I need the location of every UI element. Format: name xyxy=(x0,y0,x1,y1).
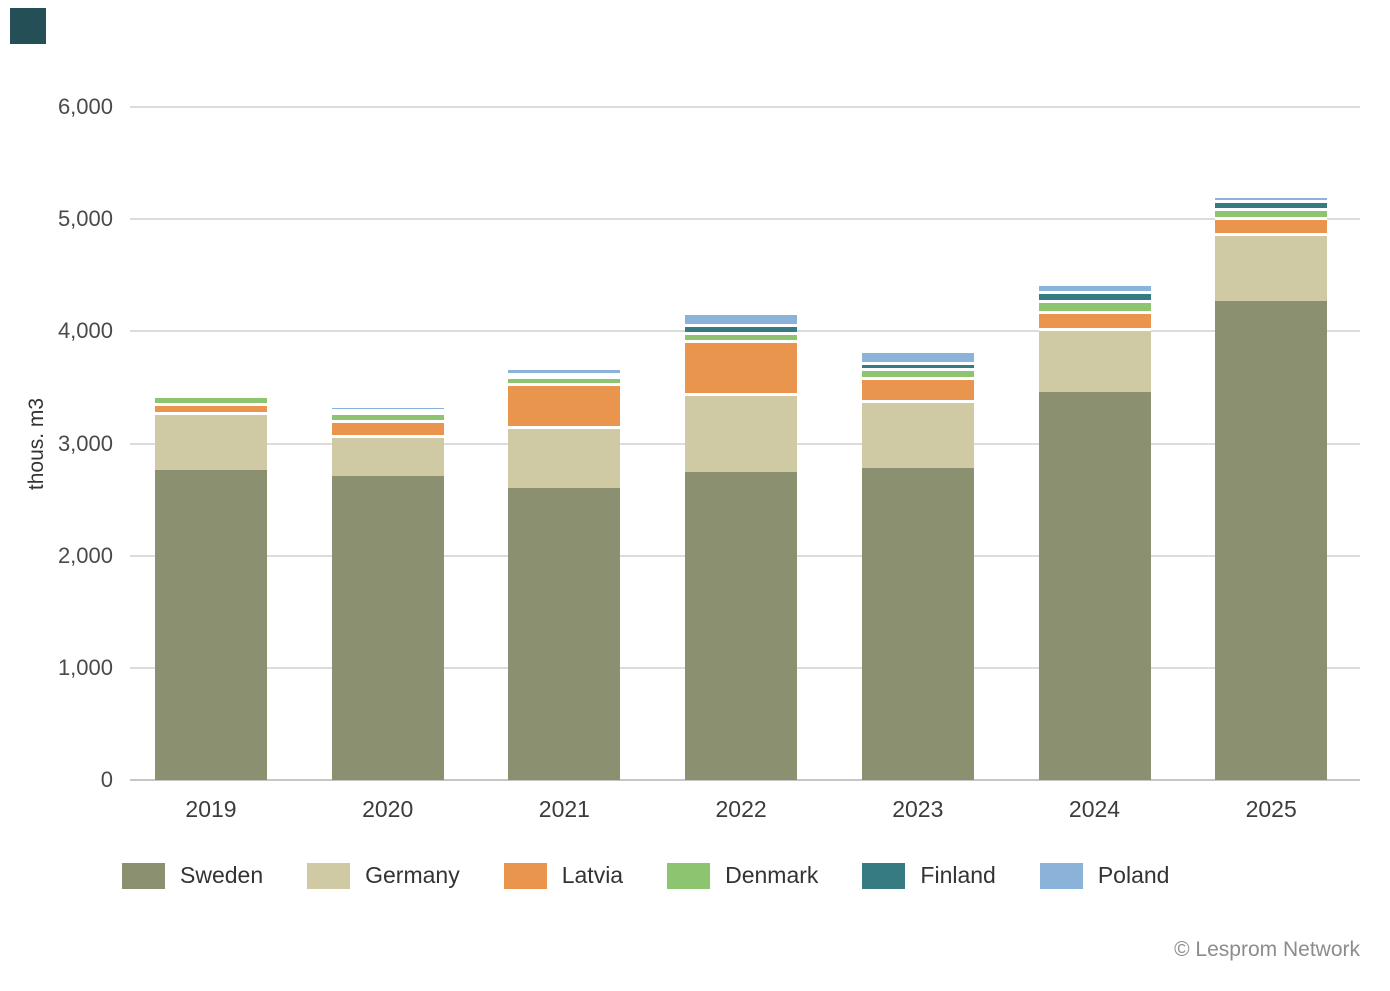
x-tick-label-2020: 2020 xyxy=(362,796,414,822)
bar-segment-poland-2025 xyxy=(1215,195,1328,201)
bar-segment-finland-2025 xyxy=(1215,200,1328,208)
bar-segment-latvia-2025 xyxy=(1215,216,1328,233)
x-tick-label-2019: 2019 xyxy=(185,796,237,822)
gridline-5000 xyxy=(130,218,1360,221)
legend-swatch-finland xyxy=(862,862,906,889)
bar-segment-germany-2023 xyxy=(861,399,974,469)
bar-segment-germany-2022 xyxy=(685,393,798,472)
legend-swatch-sweden xyxy=(122,862,165,889)
bar-segment-denmark-2019 xyxy=(155,395,267,404)
x-tick-label-2022: 2022 xyxy=(715,796,767,822)
bar-segment-sweden-2022 xyxy=(685,471,798,780)
y-tick-label: 6,000 xyxy=(57,94,113,119)
legend-item-germany: Germany xyxy=(307,862,460,889)
bar-segment-poland-2020 xyxy=(331,405,444,410)
y-tick-label: 4,000 xyxy=(57,318,113,344)
bar-segment-latvia-2020 xyxy=(331,419,444,435)
bar-segment-latvia-2022 xyxy=(685,340,798,393)
gridline-0 xyxy=(130,779,1360,781)
legend-item-latvia: Latvia xyxy=(503,862,624,889)
bar-segment-denmark-2021 xyxy=(508,376,621,383)
gridline-6000 xyxy=(130,106,1360,108)
bar-segment-germany-2024 xyxy=(1038,327,1151,392)
legend-swatch-denmark xyxy=(667,862,711,889)
legend-label-germany: Germany xyxy=(365,862,460,888)
x-tick-label-2025: 2025 xyxy=(1245,796,1297,822)
legend-item-finland: Finland xyxy=(862,862,996,889)
bar-segment-finland-2023 xyxy=(861,361,974,369)
bar-segment-germany-2020 xyxy=(331,434,444,477)
bar-segment-latvia-2021 xyxy=(508,382,621,426)
legend-label-latvia: Latvia xyxy=(561,862,624,888)
bar-segment-poland-2024 xyxy=(1038,283,1151,291)
legend-item-denmark: Denmark xyxy=(667,862,818,889)
bar-segment-finland-2024 xyxy=(1038,290,1151,300)
bar-segment-germany-2025 xyxy=(1215,232,1328,302)
legend-swatch-germany xyxy=(307,862,351,889)
bar-segment-germany-2019 xyxy=(155,412,267,471)
bar-segment-finland-2021 xyxy=(508,372,621,377)
legend-swatch-poland xyxy=(1039,862,1083,889)
bar-segment-sweden-2021 xyxy=(508,488,621,780)
legend-label-poland: Poland xyxy=(1097,862,1170,888)
y-tick-label: 1,000 xyxy=(57,654,113,680)
bar-segment-sweden-2023 xyxy=(861,468,974,780)
bar-segment-latvia-2023 xyxy=(861,377,974,400)
bar-segment-denmark-2025 xyxy=(1215,207,1328,217)
bar-segment-sweden-2024 xyxy=(1038,391,1151,780)
bar-segment-poland-2023 xyxy=(861,350,974,362)
x-tick-label-2021: 2021 xyxy=(538,796,590,822)
copyright-text: © Lesprom Network xyxy=(1174,938,1360,961)
x-tick-label-2023: 2023 xyxy=(892,796,944,822)
bar-segment-germany-2021 xyxy=(508,425,621,489)
bar-segment-finland-2020 xyxy=(331,409,444,413)
y-tick-label: 5,000 xyxy=(57,206,113,232)
bar-segment-poland-2022 xyxy=(685,312,798,325)
y-tick-label: 3,000 xyxy=(57,430,113,456)
bar-segment-denmark-2020 xyxy=(331,412,444,420)
bar-segment-sweden-2025 xyxy=(1215,301,1328,780)
bar-segment-latvia-2024 xyxy=(1038,311,1151,328)
x-tick-label-2024: 2024 xyxy=(1068,796,1121,822)
bar-segment-sweden-2020 xyxy=(331,476,444,780)
bar-segment-finland-2019 xyxy=(155,393,267,397)
chart-legend: Sweden Germany Latvia Denmark Finland Poland xyxy=(122,862,1169,889)
legend-label-finland: Finland xyxy=(920,862,996,888)
bar-segment-denmark-2022 xyxy=(685,331,798,341)
y-tick-label: 2,000 xyxy=(57,542,113,568)
legend-swatch-latvia xyxy=(503,862,547,889)
y-tick-label: 0 xyxy=(100,767,113,792)
bar-segment-poland-2019 xyxy=(155,389,267,394)
brand-logo-square xyxy=(10,8,46,44)
bar-segment-poland-2021 xyxy=(508,367,621,373)
bar-segment-sweden-2019 xyxy=(155,470,267,780)
bar-segment-denmark-2024 xyxy=(1038,299,1151,312)
bar-segment-denmark-2023 xyxy=(861,368,974,378)
legend-item-sweden: Sweden xyxy=(122,862,263,889)
bar-segment-latvia-2019 xyxy=(155,403,267,413)
legend-label-denmark: Denmark xyxy=(725,862,819,888)
bar-segment-finland-2022 xyxy=(685,324,798,332)
legend-item-poland: Poland xyxy=(1039,862,1170,889)
legend-label-sweden: Sweden xyxy=(180,862,264,888)
